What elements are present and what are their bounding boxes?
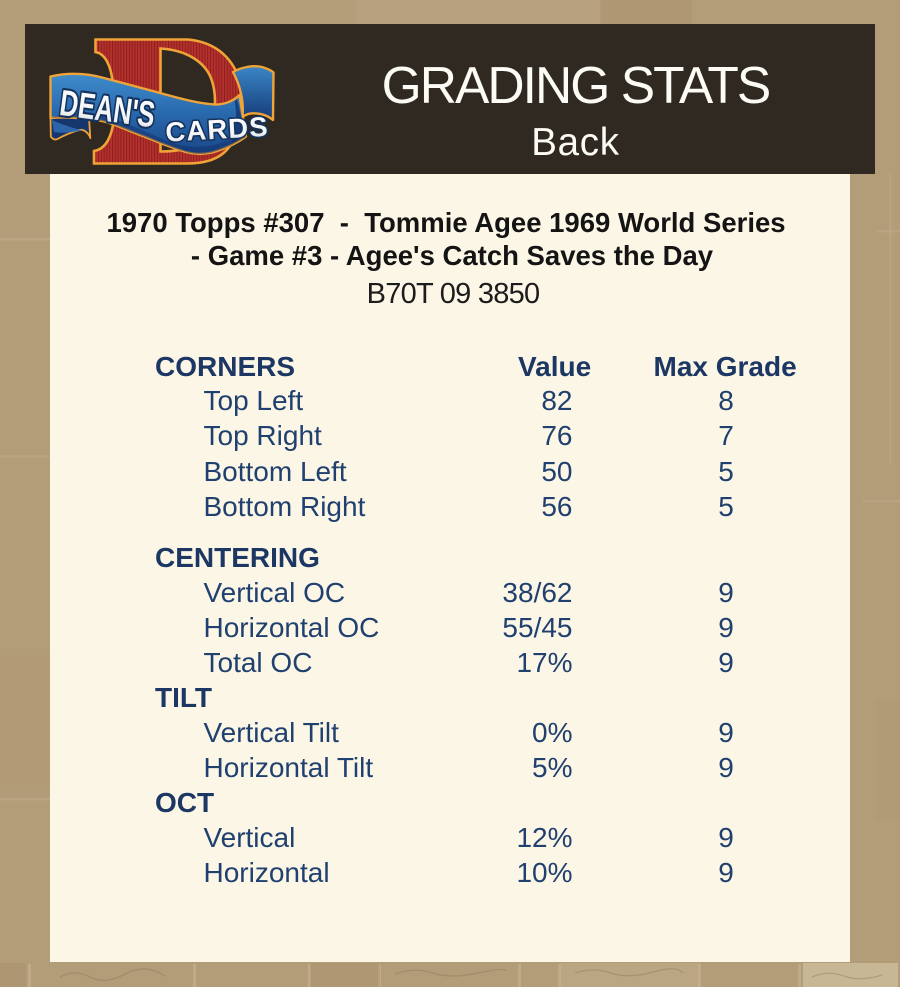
svg-text:CARDS: CARDS [165,111,270,148]
svg-text:CARDS: CARDS [163,112,268,149]
